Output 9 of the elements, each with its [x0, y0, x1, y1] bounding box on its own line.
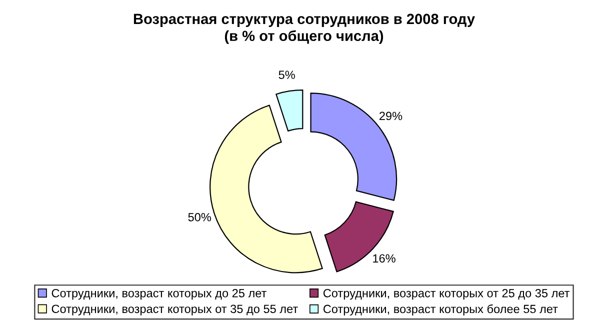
legend-label: Сотрудники, возраст которых более 55 лет: [323, 304, 558, 316]
data-label: 5%: [278, 70, 295, 79]
data-label: 50%: [188, 212, 211, 222]
legend-label: Сотрудники, возраст которых до 25 лет: [52, 288, 267, 300]
data-label: 29%: [380, 112, 402, 120]
legend-label: Сотрудники, возраст которых от 25 до 35 лет: [323, 288, 570, 300]
data-label: 16%: [373, 254, 396, 263]
chart-title: Возрастная структура сотрудников в 2008 году (в % от общего числа): [134, 14, 475, 44]
legend-label: Сотрудники, возраст которых от 35 до 55 лет: [52, 304, 298, 316]
